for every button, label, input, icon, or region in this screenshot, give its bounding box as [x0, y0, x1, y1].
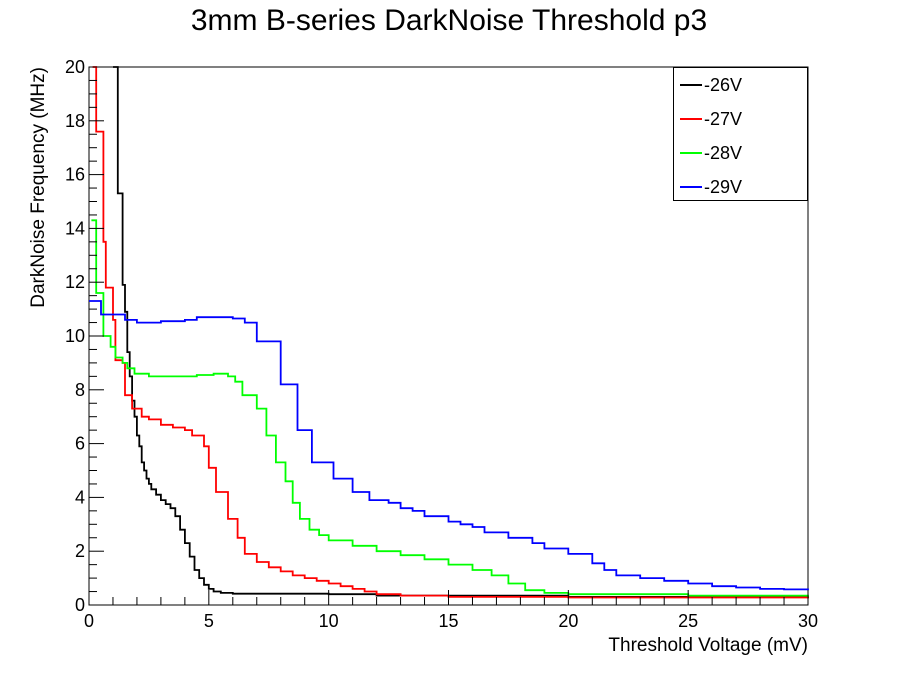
legend: -26V -27V -28V -29V — [673, 67, 808, 201]
y-tick-label: 6 — [75, 434, 85, 454]
legend-label: -29V — [704, 176, 743, 197]
y-tick-label: 12 — [65, 272, 85, 292]
legend-label: -27V — [704, 108, 743, 129]
y-tick-label: 8 — [75, 380, 85, 400]
y-axis-label: DarkNoise Frequency (MHz) — [28, 67, 49, 308]
legend-swatch — [680, 84, 702, 86]
x-tick-label: 10 — [319, 611, 339, 631]
legend-label: -26V — [704, 74, 743, 95]
x-tick-label: 25 — [678, 611, 698, 631]
y-tick-label: 0 — [75, 595, 85, 615]
y-tick-label: 14 — [65, 218, 85, 238]
legend-item: -27V — [680, 104, 742, 134]
series-line--26V — [113, 66, 809, 599]
x-tick-label: 5 — [204, 611, 214, 631]
legend-swatch — [680, 152, 702, 154]
y-tick-label: 4 — [75, 487, 85, 507]
legend-item: -29V — [680, 172, 742, 202]
y-tick-label: 10 — [65, 326, 85, 346]
legend-swatch — [680, 186, 702, 188]
series-line--28V — [91, 219, 809, 597]
x-tick-label: 20 — [558, 611, 578, 631]
x-axis-label: Threshold Voltage (mV) — [608, 635, 808, 656]
y-tick-label: 18 — [65, 111, 85, 131]
y-tick-label: 20 — [65, 57, 85, 77]
y-tick-label: 2 — [75, 541, 85, 561]
y-tick-label: 16 — [65, 165, 85, 185]
legend-item: -28V — [680, 138, 742, 168]
x-tick-label: 0 — [84, 611, 94, 631]
x-tick-label: 15 — [438, 611, 458, 631]
legend-item: -26V — [680, 70, 742, 100]
legend-label: -28V — [704, 142, 743, 163]
legend-swatch — [680, 118, 702, 120]
chart-title: 3mm B-series DarkNoise Threshold p3 — [190, 4, 708, 37]
x-tick-label: 30 — [798, 611, 818, 631]
series-line--29V — [89, 300, 809, 591]
